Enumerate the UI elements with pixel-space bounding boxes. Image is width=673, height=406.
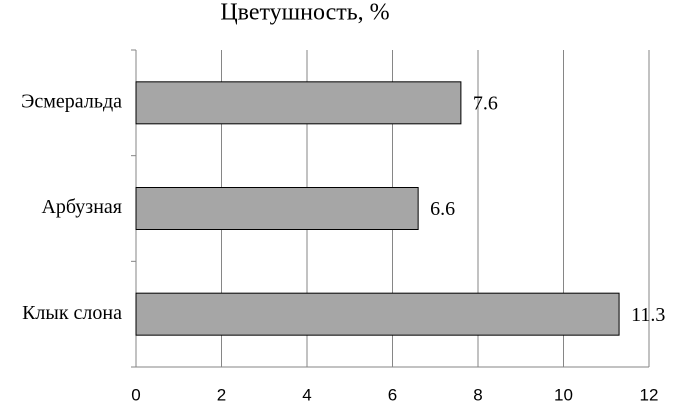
chart-title: Цветушность, % — [220, 0, 389, 26]
value-label: 7.6 — [473, 92, 498, 114]
bar — [135, 81, 462, 125]
x-tick-label: 4 — [302, 385, 311, 404]
value-label: 6.6 — [430, 198, 455, 220]
x-tick-label: 10 — [554, 385, 573, 404]
x-tick-label: 8 — [473, 385, 482, 404]
bar — [135, 292, 620, 336]
y-tick-label: Эсмеральда — [21, 90, 122, 112]
x-tick-label: 12 — [640, 385, 659, 404]
x-tick-label: 6 — [388, 385, 397, 404]
x-tick-label: 0 — [131, 385, 140, 404]
x-tick-label: 2 — [217, 385, 226, 404]
y-tick-label: Клык слона — [22, 302, 122, 324]
value-label: 11.3 — [631, 304, 665, 326]
bar — [135, 187, 419, 230]
y-tick-label: Арбузная — [41, 196, 122, 218]
